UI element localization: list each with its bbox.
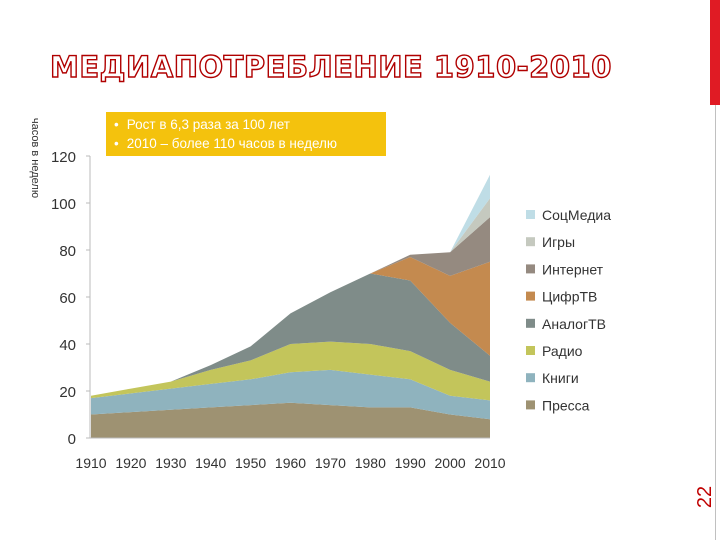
x-tick-label: 1910 [75, 455, 106, 471]
x-tick-label: 1980 [355, 455, 386, 471]
area-series [91, 174, 490, 396]
legend-label: Радио [542, 343, 583, 359]
y-tick-label: 80 [59, 243, 76, 260]
accent-bar [710, 0, 720, 105]
divider-line [715, 105, 716, 540]
x-tick-label: 1990 [395, 455, 426, 471]
legend-label: Интернет [542, 261, 604, 277]
y-tick-label: 20 [59, 384, 76, 401]
legend-label: Пресса [542, 397, 590, 413]
legend-swatch [526, 346, 535, 355]
page-number: 22 [694, 485, 716, 509]
callout-box: Рост в 6,3 раза за 100 лет 2010 – более … [106, 112, 386, 156]
x-tick-label: 1940 [195, 455, 226, 471]
legend-label: Книги [542, 370, 579, 386]
y-axis-label: часов в неделю [29, 117, 41, 199]
area-series [91, 369, 490, 420]
legend-swatch [526, 237, 535, 247]
x-tick-label: 1960 [275, 455, 306, 471]
legend-swatch [526, 291, 535, 301]
x-tick-label: 1970 [315, 455, 346, 471]
y-tick-label: 60 [59, 290, 76, 307]
area-series [91, 402, 490, 438]
callout-bullet: 2010 – более 110 часов в неделю [114, 134, 378, 153]
x-tick-label: 1930 [155, 455, 186, 471]
x-tick-label: 1920 [115, 455, 146, 471]
x-tick-label: 2010 [474, 455, 505, 471]
y-tick-label: 100 [51, 196, 76, 213]
legend-swatch [526, 264, 535, 274]
area-series [91, 257, 490, 396]
legend-label: СоцМедиа [542, 207, 611, 223]
slide-title: МЕДИАПОТРЕБЛЕНИЕ 1910-2010 [49, 49, 612, 84]
legend-swatch [526, 400, 535, 410]
y-tick-label: 120 [51, 149, 76, 166]
legend-label: Игры [542, 234, 575, 250]
legend-swatch [526, 318, 535, 328]
y-tick-label: 0 [68, 431, 76, 448]
legend-swatch [526, 373, 535, 383]
legend-swatch [526, 210, 535, 219]
callout-bullet: Рост в 6,3 раза за 100 лет [114, 115, 378, 134]
y-tick-label: 40 [59, 337, 76, 354]
area-series [91, 198, 490, 396]
area-series [91, 273, 490, 396]
x-tick-label: 1950 [235, 455, 266, 471]
x-tick-label: 2000 [435, 455, 466, 471]
area-series [91, 217, 490, 396]
legend-label: ЦифрТВ [542, 289, 597, 305]
area-series [91, 341, 490, 401]
legend-label: АналогТВ [542, 316, 606, 332]
